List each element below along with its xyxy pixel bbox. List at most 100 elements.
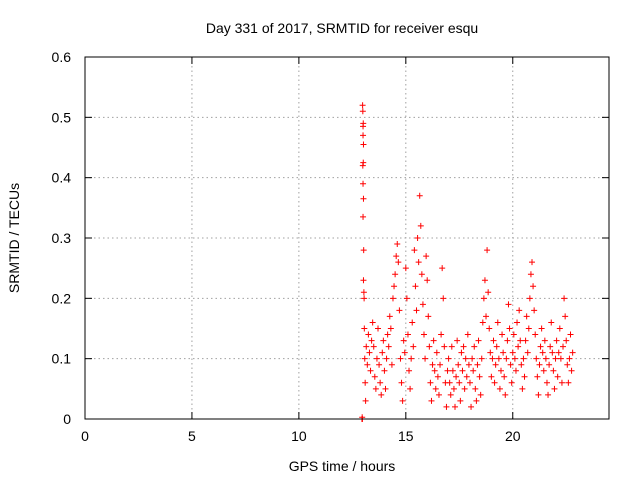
- data-point: [362, 379, 369, 386]
- data-point: [546, 361, 553, 368]
- data-point: [474, 361, 481, 368]
- data-point: [397, 355, 404, 362]
- data-point: [399, 397, 406, 404]
- data-point: [520, 355, 527, 362]
- data-point: [363, 343, 370, 350]
- data-point: [561, 295, 568, 302]
- data-point: [360, 289, 367, 296]
- data-point: [486, 325, 493, 332]
- y-tick-label: 0.1: [52, 351, 72, 367]
- data-point: [366, 349, 373, 356]
- data-point: [433, 349, 440, 356]
- data-point: [403, 295, 410, 302]
- data-point: [383, 355, 390, 362]
- data-point: [493, 343, 500, 350]
- data-point: [455, 361, 462, 368]
- data-point: [384, 331, 391, 338]
- data-point: [547, 343, 554, 350]
- data-point: [444, 367, 451, 374]
- data-point: [497, 367, 504, 374]
- data-point: [569, 349, 576, 356]
- data-point: [457, 397, 464, 404]
- data-point: [392, 271, 399, 278]
- data-point: [558, 379, 565, 386]
- data-point: [438, 331, 445, 338]
- data-point: [385, 343, 392, 350]
- data-point: [413, 307, 420, 314]
- data-point: [418, 271, 425, 278]
- data-point: [359, 102, 366, 109]
- data-point: [450, 385, 457, 392]
- data-point: [554, 373, 561, 380]
- data-point: [406, 367, 413, 374]
- data-point: [361, 325, 368, 332]
- data-point: [553, 337, 560, 344]
- data-point: [445, 355, 452, 362]
- data-point: [394, 241, 401, 248]
- data-point: [447, 391, 454, 398]
- data-point: [367, 367, 374, 374]
- data-point: [548, 319, 555, 326]
- data-point: [517, 337, 524, 344]
- data-point: [525, 325, 532, 332]
- data-point: [430, 337, 437, 344]
- data-point: [465, 361, 472, 368]
- data-point: [543, 379, 550, 386]
- data-point: [469, 355, 476, 362]
- data-point: [539, 349, 546, 356]
- data-point: [376, 361, 383, 368]
- data-point: [549, 349, 556, 356]
- data-point: [373, 355, 380, 362]
- data-point: [389, 295, 396, 302]
- y-tick-label: 0.4: [52, 170, 72, 186]
- data-point: [476, 373, 483, 380]
- data-point: [531, 307, 538, 314]
- data-point: [475, 337, 482, 344]
- data-point: [368, 337, 375, 344]
- data-point: [494, 319, 501, 326]
- data-point: [468, 403, 475, 410]
- data-point: [427, 379, 434, 386]
- y-tick-label: 0.3: [52, 230, 72, 246]
- data-point: [504, 337, 511, 344]
- data-point: [492, 361, 499, 368]
- data-point: [417, 222, 424, 229]
- data-point: [477, 391, 484, 398]
- data-point: [540, 367, 547, 374]
- data-point: [505, 301, 512, 308]
- data-point: [511, 355, 518, 362]
- data-point: [506, 325, 513, 332]
- data-point: [449, 367, 456, 374]
- data-point: [495, 355, 502, 362]
- data-point: [481, 277, 488, 284]
- data-point: [360, 180, 367, 187]
- data-point: [382, 385, 389, 392]
- data-point: [361, 355, 368, 362]
- data-point: [478, 355, 485, 362]
- data-point: [518, 361, 525, 368]
- data-point: [566, 355, 573, 362]
- data-point: [461, 385, 468, 392]
- data-point: [471, 343, 478, 350]
- data-point: [377, 379, 384, 386]
- data-point: [512, 367, 519, 374]
- data-point: [441, 343, 448, 350]
- data-point: [379, 349, 386, 356]
- data-point: [361, 295, 368, 302]
- data-point: [386, 313, 393, 320]
- data-point: [415, 259, 422, 266]
- data-point: [459, 367, 466, 374]
- data-point: [398, 379, 405, 386]
- data-point: [556, 325, 563, 332]
- data-point: [501, 373, 508, 380]
- axis-ticks: 0 0.1 0.2 0.3 0.4 0.5 0.6 0 5 10 15 20: [52, 49, 609, 444]
- data-point: [440, 295, 447, 302]
- data-point: [452, 403, 459, 410]
- data-point: [470, 367, 477, 374]
- data-point: [360, 195, 367, 202]
- data-point: [432, 385, 439, 392]
- data-point: [519, 385, 526, 392]
- data-point: [365, 331, 372, 338]
- data-point: [419, 301, 426, 308]
- data-point: [564, 361, 571, 368]
